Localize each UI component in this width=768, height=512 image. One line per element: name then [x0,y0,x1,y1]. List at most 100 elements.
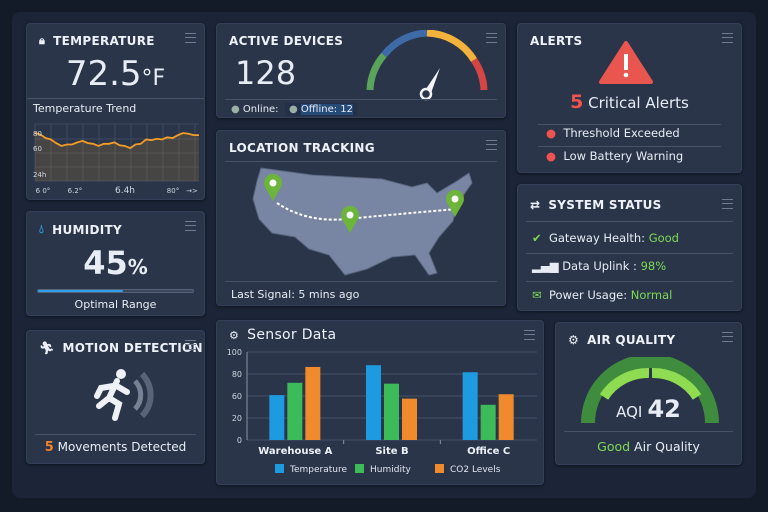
route-line [276,202,458,221]
panel-title: LOCATION TRACKING [229,141,375,155]
menu-icon[interactable] [722,199,733,209]
legend-swatch [275,464,284,473]
panel-title: HUMIDITY [52,222,123,237]
x-tick-label: 6.4h [115,186,135,196]
check-circle-icon: ✔ [532,231,542,245]
trend-area [35,133,199,181]
menu-icon[interactable] [722,33,733,43]
y-tick-label: 0 [237,436,242,445]
x-tick-label: Office C [467,446,510,457]
bar [384,383,399,440]
warning-triangle-icon [599,41,653,84]
temperature-panel: 🔒︎ TEMPERATURE 72.5°F Temperature Trend 8… [26,23,205,200]
x-tick-label: 6.2° [68,187,83,195]
offline-status[interactable]: ● Offline: 12 [285,103,358,116]
system-status-panel: ⇄ SYSTEM STATUS ✔ Gateway Health: Good ▂▄… [517,184,742,311]
panel-title: ALERTS [530,34,583,48]
humidity-panel: 💧︎ HUMIDITY 45% Optimal Range [26,211,205,316]
active-devices-count: 128 [235,54,297,92]
us-map-shape [252,167,473,276]
panel-title: Sensor Data [247,327,337,343]
panel-title: TEMPERATURE [53,34,155,48]
location-tracking-panel: LOCATION TRACKING Last Signal: 5 mins ag… [216,130,506,306]
y-tick-label: 60 [232,392,242,401]
x-tick-label: Warehouse A [258,446,332,457]
bar [366,365,381,440]
active-devices-panel: ACTIVE DEVICES 128 ● Online: ● Offline: … [216,23,506,118]
last-signal: Last Signal: 5 mins ago [231,288,360,301]
panel-title: MOTION DETECTION [62,341,203,355]
running-person-icon [94,369,154,421]
menu-icon[interactable] [486,33,497,43]
sensor-data-panel: ⚙︎ Sensor Data 0 20 60 80 100 Warehouse A Site … [216,320,544,485]
y-tick-label: 60 [33,145,42,153]
legend-swatch [355,464,364,473]
location-pin-icon [446,189,464,217]
envelope-icon: ✉ [532,288,542,302]
humidity-progress-fill [38,290,124,292]
status-row-uplink: ▂▄▆ Data Uplink : 98% [532,259,667,273]
motion-sensor-icon: 🏃︎ [39,341,55,355]
devices-gauge [366,30,488,101]
us-map[interactable] [217,163,507,283]
alert-item[interactable]: ● Threshold Exceeded [546,126,680,140]
panel-title: AIR QUALITY [587,333,676,347]
menu-icon[interactable] [185,221,196,231]
menu-icon[interactable] [185,340,196,350]
aqi-value: AQI 42 [616,395,681,423]
y-tick-label: 80 [33,130,42,138]
humidity-progress-bar [37,289,194,293]
temperature-trend-chart: 80 60 24h 6 0° 6.2° 6.4h 80° →> [33,123,199,196]
legend-swatch [435,464,444,473]
alerts-panel: ALERTS 5 Critical Alerts ● Threshold Exc… [517,23,742,173]
legend-label: Humidity [370,465,411,475]
bar [287,382,303,440]
y-tick-label: 24h [33,171,46,179]
x-tick-label: 80° [167,187,179,195]
bar [462,372,478,440]
location-pin-icon [264,173,282,201]
temperature-value: 72.5°F [65,54,166,94]
menu-icon[interactable] [524,330,535,340]
menu-icon[interactable] [185,33,196,43]
y-tick-label: 100 [227,348,242,357]
y-tick-label: 80 [232,370,242,379]
motion-panel: 🏃︎ MOTION DETECTION 5 Movements Detected [26,330,205,464]
x-tick-label: 6 0° [36,187,51,195]
status-row-gateway: ✔ Gateway Health: Good [532,231,679,245]
thermometer-lock-icon: 🔒︎ [39,34,46,47]
trend-title: Temperature Trend [33,102,137,115]
network-icon: ⇄ [530,198,541,212]
panel-title: SYSTEM STATUS [548,198,662,212]
y-tick-label: 20 [232,414,242,423]
bar [402,398,417,440]
status-row-power: ✉ Power Usage: Normal [532,288,673,302]
water-drop-icon: 💧︎ [39,222,45,236]
aqi-gauge [581,357,719,424]
legend-label: Temperature [289,465,347,475]
sensor-bar-chart: 0 20 60 80 100 Warehouse A Site B Office C Tempe… [227,348,537,475]
menu-icon[interactable] [722,332,733,342]
online-status: ● Online: [231,104,279,115]
x-tick-label: →> [186,187,198,195]
air-quality-status: Good Air Quality [597,439,700,454]
bar [498,394,514,440]
menu-icon[interactable] [486,140,497,150]
location-pin-icon [341,205,359,233]
panel-title: ACTIVE DEVICES [229,34,344,48]
movements-detected: 5 Movements Detected [44,440,187,455]
air-quality-panel: ⚙︎ AIR QUALITY AQI 42 Good Air Quality [555,322,742,465]
signal-bars-icon: ▂▄▆ [532,259,559,273]
humidity-value: 45% [83,244,148,282]
humidity-status: Optimal Range [74,298,157,311]
air-quality-icon: ⚙︎ [568,333,580,347]
legend-label: CO2 Levels [450,465,501,475]
trend-line [34,132,199,150]
bar [305,366,321,440]
critical-alerts: 5 Critical Alerts [570,91,689,113]
sensor-icon: ⚙︎ [229,328,240,342]
x-tick-label: Site B [375,446,408,457]
alert-item[interactable]: ● Low Battery Warning [546,149,684,163]
bar [269,395,285,440]
bar [480,404,496,440]
